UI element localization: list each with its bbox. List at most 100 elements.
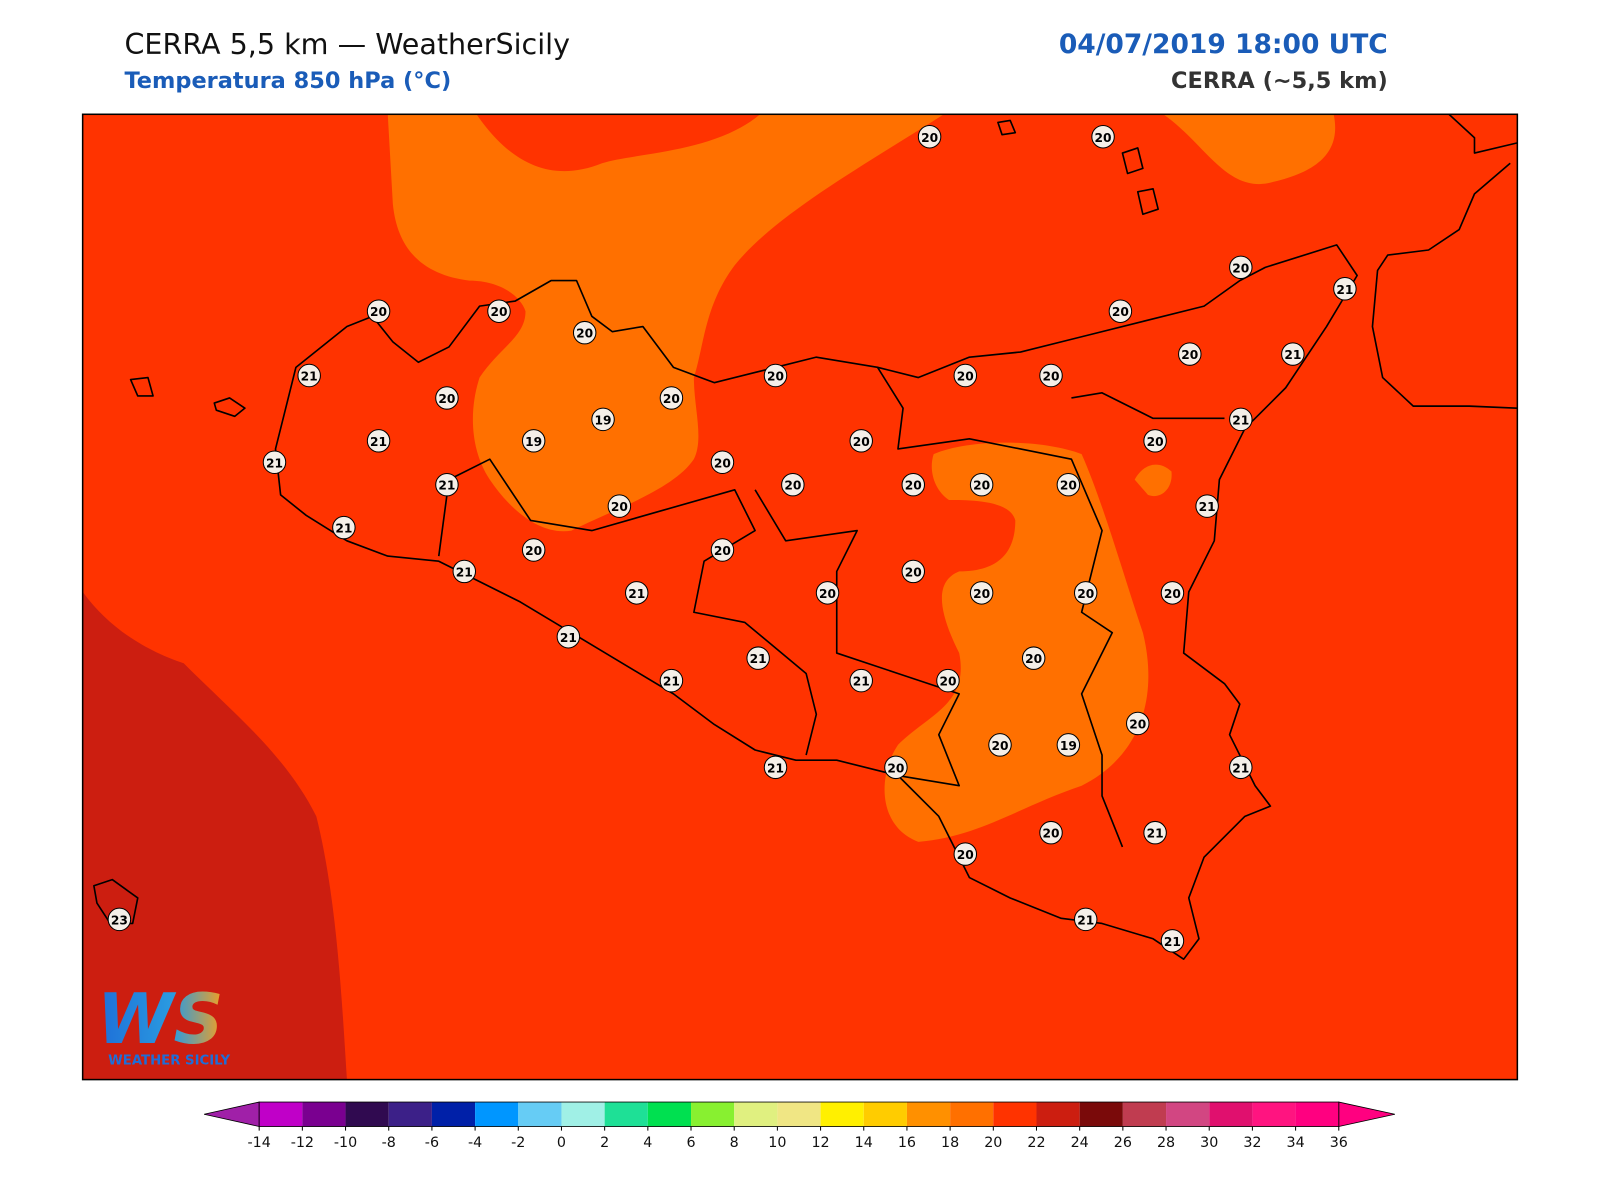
station-marker — [591, 407, 615, 432]
station-value: 20 — [525, 544, 542, 558]
station-value: 20 — [611, 500, 628, 514]
colorbar-tick-label: 20 — [984, 1135, 1002, 1151]
station: 21 — [1281, 342, 1305, 366]
station-marker — [1160, 581, 1185, 605]
colorbar-tick-label: 2 — [600, 1135, 609, 1151]
station: 20 — [1056, 472, 1081, 497]
field-orange — [387, 114, 944, 532]
station-value: 20 — [1112, 305, 1129, 319]
station: 20 — [487, 299, 511, 323]
station: 20 — [1021, 646, 1046, 670]
station: 21 — [659, 668, 684, 693]
colorbar-segment — [1122, 1102, 1167, 1127]
station-value: 21 — [1164, 935, 1181, 949]
colorbar-segment — [691, 1102, 735, 1127]
colorbar-segment — [475, 1102, 519, 1127]
colorbar-segment — [1295, 1102, 1339, 1127]
colorbar-segment — [604, 1102, 648, 1127]
station-value: 20 — [991, 739, 1008, 753]
station-value: 21 — [1336, 283, 1353, 297]
colorbar-segment — [345, 1102, 389, 1127]
logo-text: WEATHER SICILY — [108, 1053, 230, 1068]
station-marker — [849, 429, 873, 453]
title: CERRA 5,5 km — WeatherSicily — [124, 27, 570, 61]
station: 20 — [521, 538, 546, 562]
field-orange — [884, 442, 1149, 842]
colorbar-segment — [1079, 1102, 1123, 1127]
station: 20 — [435, 386, 459, 410]
station-value: 20 — [663, 392, 680, 406]
colorbar-segment — [1036, 1102, 1080, 1127]
station: 20 — [953, 842, 978, 866]
station-value: 20 — [370, 305, 387, 319]
station: 20 — [366, 299, 391, 323]
station-value: 20 — [973, 587, 990, 601]
station-value: 20 — [767, 370, 784, 384]
colorbar-tick-label: 28 — [1157, 1135, 1175, 1151]
colorbar-tick-label: 32 — [1243, 1135, 1261, 1151]
field-orange — [1134, 464, 1172, 497]
station-value: 20 — [1095, 131, 1112, 145]
station-marker — [1333, 277, 1357, 301]
colorbar-tick-label: 10 — [768, 1135, 786, 1151]
station-value: 20 — [905, 565, 922, 579]
station-marker — [659, 386, 684, 410]
colorbar-tick-label: -8 — [382, 1135, 396, 1151]
station-marker — [1195, 494, 1219, 518]
station-marker — [781, 472, 805, 497]
station-marker — [435, 386, 459, 410]
station-value: 20 — [921, 131, 938, 145]
colorbar-tick-label: 16 — [898, 1135, 916, 1151]
station-marker — [884, 755, 908, 780]
station: 20 — [901, 472, 925, 497]
station: 20 — [659, 386, 684, 410]
border — [437, 366, 1225, 848]
station-marker — [917, 125, 942, 149]
station-value: 21 — [1199, 500, 1216, 514]
station-value: 20 — [784, 479, 801, 493]
colorbar-tick-label: 0 — [557, 1135, 566, 1151]
station-value: 21 — [1232, 761, 1249, 775]
colorbar-tick-label: 36 — [1330, 1135, 1348, 1151]
station-marker — [1091, 125, 1115, 149]
station: 21 — [625, 581, 649, 605]
colorbar-segment — [647, 1102, 692, 1127]
colorbar-tick-label: 22 — [1027, 1135, 1045, 1151]
colorbar-under — [203, 1101, 260, 1128]
station-marker — [953, 842, 978, 866]
colorbar-segment — [561, 1102, 605, 1127]
station-marker — [1160, 929, 1185, 953]
colorbar-segment — [777, 1102, 821, 1127]
colorbar-tick-label: -6 — [425, 1135, 439, 1151]
colorbar-tick-label: 14 — [855, 1135, 873, 1151]
station-value: 20 — [490, 305, 507, 319]
station: 21 — [849, 668, 873, 693]
colorbar-tick-label: 12 — [811, 1135, 829, 1151]
colorbar-tick-label: 34 — [1287, 1135, 1305, 1151]
colorbar-tick-label: -14 — [248, 1135, 271, 1151]
colorbar-segment — [259, 1102, 303, 1127]
station: 20 — [572, 320, 597, 345]
station-marker — [1281, 342, 1305, 366]
station: 20 — [1039, 363, 1063, 388]
station-marker — [572, 320, 597, 345]
station-marker — [607, 494, 632, 518]
station: 20 — [1108, 299, 1133, 323]
station: 20 — [1091, 125, 1115, 149]
station-value: 20 — [957, 370, 974, 384]
station-value: 20 — [438, 392, 455, 406]
stations: 20 20 20 21 20 20 20 20 21 20 20 20 20 20 20 21 19 19 21 21… — [107, 125, 1357, 953]
station: 21 — [556, 625, 581, 649]
station: 20 — [1073, 581, 1098, 605]
station: 20 — [849, 429, 873, 453]
colorbar-segment — [518, 1102, 562, 1127]
station-marker — [849, 668, 873, 693]
colorbar-tick-label: 26 — [1114, 1135, 1132, 1151]
station-marker — [936, 668, 960, 693]
colorbar-segment — [431, 1102, 476, 1127]
station: 20 — [1160, 581, 1185, 605]
station-value: 21 — [560, 631, 577, 645]
station-value: 21 — [628, 587, 645, 601]
station-marker — [763, 363, 788, 388]
